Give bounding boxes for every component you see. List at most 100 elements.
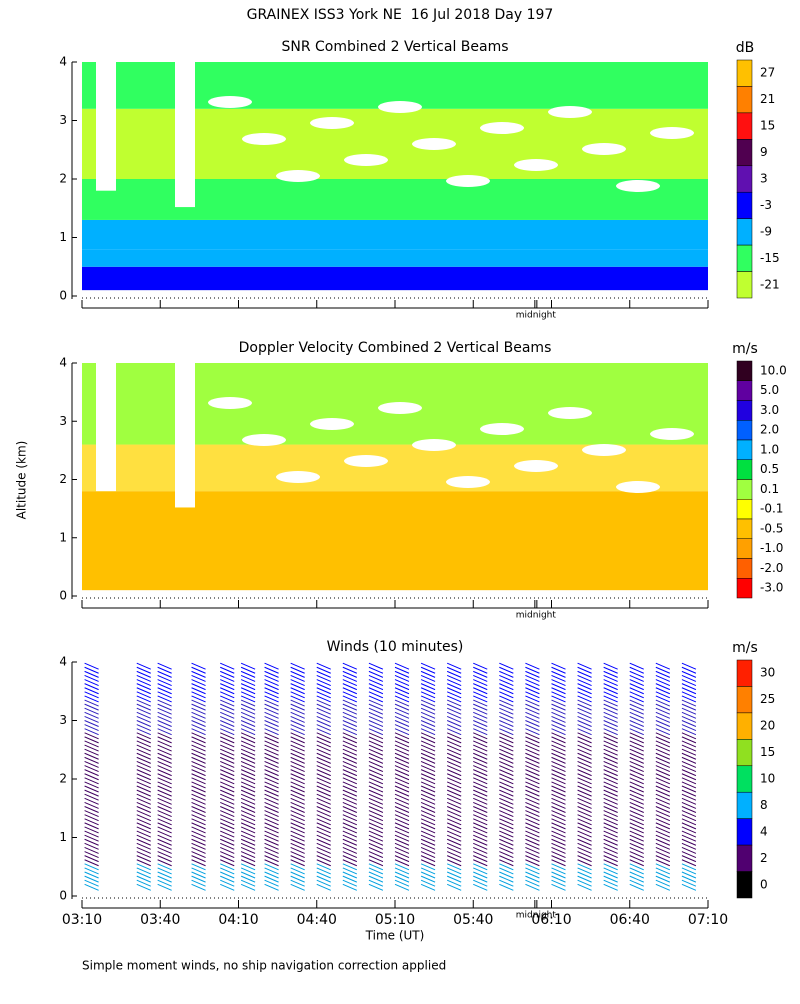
wind-barb [655, 810, 671, 818]
wind-barb [420, 830, 436, 838]
wind-barb [84, 687, 99, 695]
wind-barb [191, 756, 206, 764]
wind-barb [420, 715, 436, 723]
wind-barb [420, 814, 436, 822]
wind-barb [473, 752, 488, 760]
wind-barb [681, 859, 697, 867]
wind-barb [420, 695, 436, 703]
y-tick-label: 1 [59, 530, 67, 544]
wind-barb [342, 818, 358, 826]
wind-barb [655, 871, 671, 879]
wind-barb [655, 855, 671, 863]
x-tick-label: 03:10 [62, 912, 102, 928]
wind-barb [191, 826, 206, 834]
y-tick-label: 0 [59, 889, 67, 903]
colorbar-segment [736, 439, 753, 460]
data-gap [310, 117, 354, 129]
wind-barb [316, 695, 331, 703]
wind-barb [368, 720, 384, 727]
wind-barb [157, 855, 172, 863]
wind-barb [473, 756, 488, 764]
wind-barb [220, 748, 235, 756]
wind-barb [577, 814, 592, 822]
wind-barb [655, 797, 671, 805]
wind-barb [240, 826, 256, 834]
wind-barb [191, 810, 206, 818]
wind-barb [525, 859, 540, 867]
wind-barb [473, 732, 488, 740]
wind-barb [603, 662, 618, 670]
wind-barb [220, 666, 235, 674]
wind-barb [420, 724, 436, 732]
wind-barb [290, 785, 305, 793]
wind-barb [240, 765, 256, 773]
wind-barb [290, 830, 305, 838]
wind-barb [577, 810, 592, 818]
wind-barb [220, 814, 235, 822]
wind-barb [342, 765, 358, 773]
wind-barb [136, 859, 151, 867]
wind-barb [681, 756, 697, 764]
wind-barb [157, 851, 172, 858]
colorbar-segment [736, 791, 753, 819]
wind-barb [551, 826, 566, 834]
wind-barb [603, 736, 618, 744]
wind-barb [316, 728, 331, 736]
wind-barb [525, 867, 540, 875]
wind-barb [577, 765, 592, 773]
wind-barb [220, 822, 235, 830]
wind-barb [368, 838, 384, 846]
wind-barb [368, 785, 384, 793]
wind-barb [220, 711, 235, 719]
wind-barb [136, 740, 151, 748]
wind-barb [394, 879, 410, 887]
wind-barb [264, 773, 279, 781]
wind-barb [290, 760, 305, 768]
wind-barb [655, 818, 671, 826]
field-band [82, 491, 708, 591]
wind-barb [342, 842, 358, 850]
wind-barb [603, 834, 618, 842]
wind-barb [473, 683, 488, 691]
wind-barb [629, 715, 644, 723]
wind-barb [316, 810, 331, 818]
data-gap [650, 127, 694, 139]
wind-barb [420, 851, 436, 858]
wind-barb [603, 695, 618, 703]
wind-barb [157, 801, 172, 809]
wind-barb [342, 810, 358, 818]
wind-barb [420, 662, 436, 670]
wind-barb [655, 740, 671, 748]
wind-barb [655, 859, 671, 867]
wind-barb [316, 777, 331, 785]
wind-barb [525, 801, 540, 809]
wind-barb [191, 830, 206, 838]
wind-barb [136, 744, 151, 752]
wind-barb [290, 695, 305, 703]
wind-barb [499, 765, 514, 773]
wind-barb [220, 715, 235, 723]
wind-barb [157, 814, 172, 822]
wind-barb [191, 765, 206, 773]
wind-barb [220, 773, 235, 781]
wind-barb [499, 760, 514, 768]
wind-barb [264, 851, 279, 858]
wind-barb [394, 781, 410, 789]
wind-barb [551, 855, 566, 863]
wind-barb [394, 679, 410, 687]
wind-barb [264, 830, 279, 838]
wind-barb [499, 822, 514, 830]
wind-barb [446, 810, 462, 818]
wind-barb [264, 793, 279, 801]
wind-barb [342, 777, 358, 785]
wind-barb [499, 674, 514, 682]
wind-barb [368, 703, 384, 711]
wind-barb [629, 826, 644, 834]
colorbar-label: 3.0 [760, 403, 779, 417]
wind-barb [655, 691, 671, 699]
wind-barb [655, 830, 671, 838]
wind-barb [499, 883, 514, 891]
wind-barb [525, 695, 540, 703]
wind-barb [655, 724, 671, 732]
wind-barb [394, 703, 410, 711]
